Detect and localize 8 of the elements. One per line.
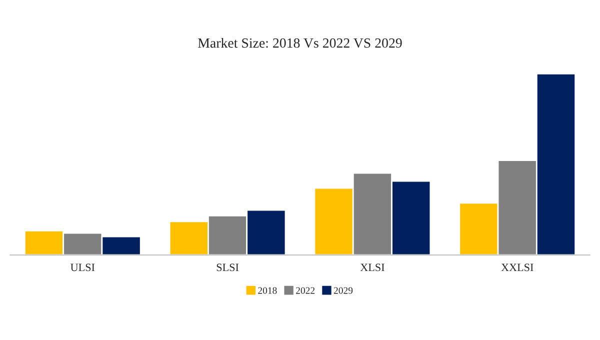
chart-title: Market Size: 2018 Vs 2022 VS 2029 [198,38,402,48]
legend-label: 2022 [296,287,315,294]
x-tick-label: ULSI [70,264,95,272]
x-tick-label: XXLSI [501,264,534,272]
legend-label: 2018 [258,287,277,294]
legend-label: 2029 [334,287,353,294]
x-tick-label: XLSI [360,264,384,272]
x-tick-label: SLSI [216,264,239,272]
